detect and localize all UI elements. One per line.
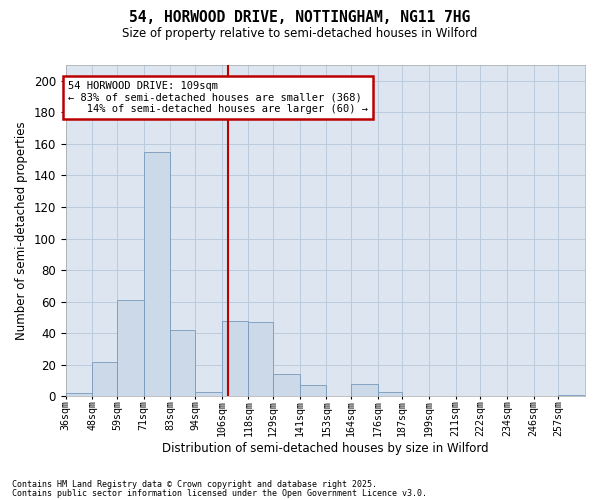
Bar [221, 320, 248, 396]
Bar [65, 393, 92, 396]
Bar [558, 394, 585, 396]
Text: Contains public sector information licensed under the Open Government Licence v3: Contains public sector information licen… [12, 490, 427, 498]
Text: Contains HM Land Registry data © Crown copyright and database right 2025.: Contains HM Land Registry data © Crown c… [12, 480, 377, 489]
Bar [117, 300, 143, 396]
Bar [143, 152, 170, 396]
Bar [170, 330, 195, 396]
Y-axis label: Number of semi-detached properties: Number of semi-detached properties [15, 122, 28, 340]
Bar [92, 362, 117, 396]
Text: Size of property relative to semi-detached houses in Wilford: Size of property relative to semi-detach… [122, 28, 478, 40]
Bar [378, 392, 402, 396]
Text: 54 HORWOOD DRIVE: 109sqm
← 83% of semi-detached houses are smaller (368)
   14% : 54 HORWOOD DRIVE: 109sqm ← 83% of semi-d… [68, 81, 368, 114]
Text: 54, HORWOOD DRIVE, NOTTINGHAM, NG11 7HG: 54, HORWOOD DRIVE, NOTTINGHAM, NG11 7HG [130, 10, 470, 25]
Bar [195, 392, 221, 396]
Bar [248, 322, 273, 396]
Bar [351, 384, 378, 396]
Bar [273, 374, 299, 396]
Bar [299, 385, 326, 396]
X-axis label: Distribution of semi-detached houses by size in Wilford: Distribution of semi-detached houses by … [162, 442, 488, 455]
